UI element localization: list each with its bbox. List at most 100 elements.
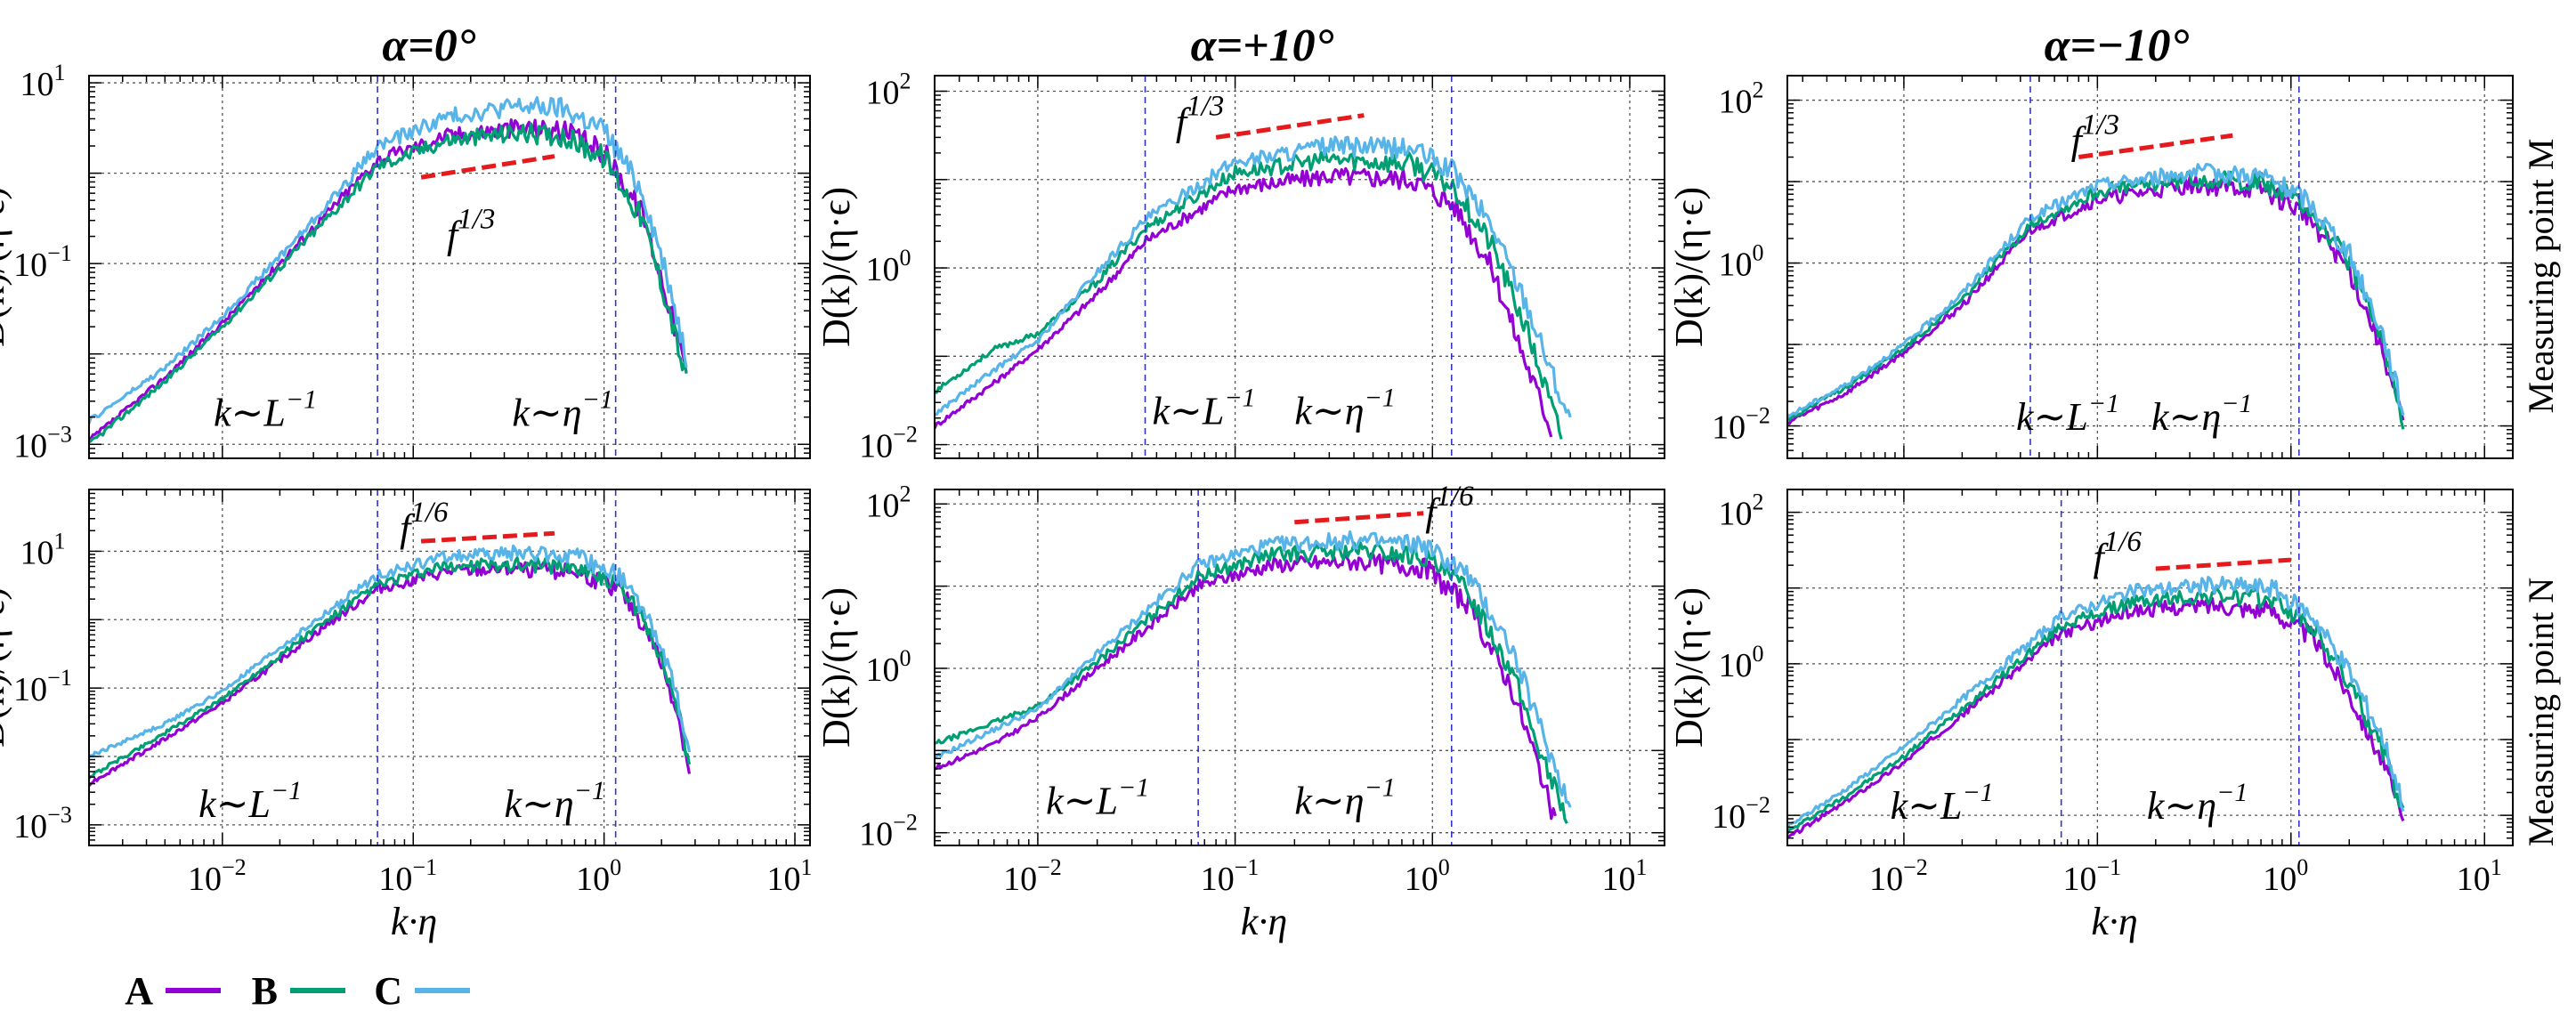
marker-label-1-base: k∼L (1046, 779, 1118, 822)
axes-frame (934, 75, 1665, 459)
y-axis-label: D(k)/(η·ϵ) (1667, 187, 1711, 347)
marker-label-2-base: k∼η (1294, 390, 1364, 433)
series-A-line (89, 561, 692, 787)
slope-guide (1294, 511, 1424, 525)
y-tick-label-exponent: 2 (900, 68, 911, 93)
y-tick-label-exponent: 0 (900, 245, 911, 271)
y-tick-label-exponent: 2 (1753, 77, 1764, 103)
marker-label-1-base: k∼L (214, 392, 286, 435)
legend-label-A: A (125, 969, 153, 1013)
series-B-line (1787, 586, 2405, 835)
y-tick-label-exponent: −2 (1746, 403, 1770, 429)
marker-label-1-exponent: −1 (286, 385, 317, 415)
y-tick-label-base: 10 (866, 487, 900, 524)
series-B-line (935, 150, 1563, 440)
y-tick-label: 100 (1719, 641, 1764, 684)
row-labels: Measuring point M Measuring point N (2521, 139, 2561, 847)
series-C-line (1787, 575, 2405, 829)
x-tick-label-base: 10 (576, 861, 610, 898)
tick-marks (934, 489, 1665, 846)
slope-label-exponent: 1/3 (458, 203, 495, 235)
marker-label-1: k∼L−1 (214, 385, 317, 435)
x-tick-label: 101 (1601, 854, 1647, 898)
x-tick-label-exponent: −2 (222, 854, 247, 880)
marker-label-1: k∼L−1 (1046, 772, 1149, 822)
tick-marks (1787, 489, 2513, 846)
series-A-line (1787, 596, 2405, 838)
marker-label-1-base: k∼L (1891, 784, 1963, 828)
y-axis-label: D(k)/(η·ϵ) (0, 187, 12, 347)
slope-label: f1/6 (400, 497, 449, 550)
y-axis-label: D(k)/(η·ϵ) (814, 187, 858, 347)
marker-label-2: k∼η−1 (505, 776, 605, 826)
slope-label-exponent: 1/6 (410, 497, 449, 529)
marker-label-2-base: k∼η (2151, 395, 2221, 439)
slope-label: f1/6 (2094, 526, 2143, 579)
y-tick-label-base: 10 (859, 428, 893, 465)
legend-label-B: B (252, 969, 278, 1013)
series-A-line (935, 552, 1557, 821)
marker-label-2: k∼η−1 (2151, 389, 2252, 439)
y-tick-label-exponent: 1 (54, 60, 66, 85)
y-tick-label-exponent: 2 (1753, 489, 1764, 515)
tick-marks (88, 489, 810, 846)
x-tick-label-base: 10 (2063, 861, 2097, 898)
y-tick-label-exponent: 2 (900, 481, 911, 506)
series-B-line (935, 541, 1568, 824)
y-tick-label: 10−2 (1712, 403, 1770, 447)
series-group (935, 530, 1572, 824)
y-tick-label-base: 10 (866, 651, 900, 689)
marker-label-1: k∼L−1 (1891, 778, 1994, 828)
x-tick-label-exponent: 0 (610, 854, 621, 880)
marker-label-2: k∼η−1 (2147, 778, 2248, 828)
grid (1787, 76, 2513, 458)
axes-frame (88, 75, 811, 459)
series-C-line (935, 135, 1572, 418)
tick-marks (88, 76, 810, 459)
x-tick-label: 101 (767, 854, 813, 898)
y-tick-label-base: 10 (13, 808, 47, 845)
x-tick-label-exponent: −1 (1235, 854, 1260, 880)
x-tick-label-exponent: 1 (1635, 854, 1647, 880)
x-tick-label-base: 10 (767, 861, 801, 898)
y-tick-label-base: 10 (1719, 647, 1753, 684)
x-tick-label: 10−2 (1869, 854, 1928, 898)
x-tick-label-base: 10 (188, 861, 222, 898)
y-tick-label-base: 10 (1719, 496, 1753, 533)
slope-guide (2078, 133, 2233, 159)
marker-label-1-base: k∼L (198, 782, 271, 826)
row-label-top: Measuring point M (2521, 139, 2561, 414)
marker-label-1: k∼L−1 (1152, 384, 1255, 433)
y-tick-label-exponent: −1 (47, 240, 72, 266)
y-tick-label-exponent: −2 (893, 422, 918, 448)
x-tick-label-exponent: −1 (412, 854, 437, 880)
slope-label: f1/6 (1425, 481, 1474, 534)
y-tick-label-exponent: −3 (47, 802, 72, 828)
y-tick-label: 100 (1719, 240, 1764, 284)
y-tick-label: 102 (1719, 77, 1764, 121)
y-tick-label-base: 10 (866, 74, 900, 111)
y-tick-label: 101 (20, 60, 66, 103)
marker-label-2-exponent: −1 (2216, 778, 2248, 807)
x-tick-label-base: 10 (1003, 861, 1037, 898)
y-tick-label-base: 10 (13, 247, 47, 284)
slope-guide (2155, 557, 2291, 571)
y-tick-label-exponent: 1 (54, 528, 66, 554)
marker-label-2-base: k∼η (1294, 779, 1364, 822)
series-C-line (935, 530, 1572, 808)
tick-marks (934, 76, 1665, 459)
x-tick-label: 100 (576, 854, 621, 898)
grid (89, 76, 810, 458)
slope-label-exponent: 1/6 (2104, 526, 2143, 558)
axes-frame (1786, 75, 2514, 459)
y-tick-label-base: 10 (859, 816, 893, 853)
series-group (1787, 575, 2405, 838)
slope-label-exponent: 1/3 (1187, 91, 1224, 123)
marker-label-1-exponent: −1 (2088, 389, 2119, 418)
marker-label-1-base: k∼L (1152, 390, 1224, 433)
y-tick-label-exponent: 0 (1753, 240, 1764, 266)
marker-label-1-exponent: −1 (271, 776, 302, 805)
